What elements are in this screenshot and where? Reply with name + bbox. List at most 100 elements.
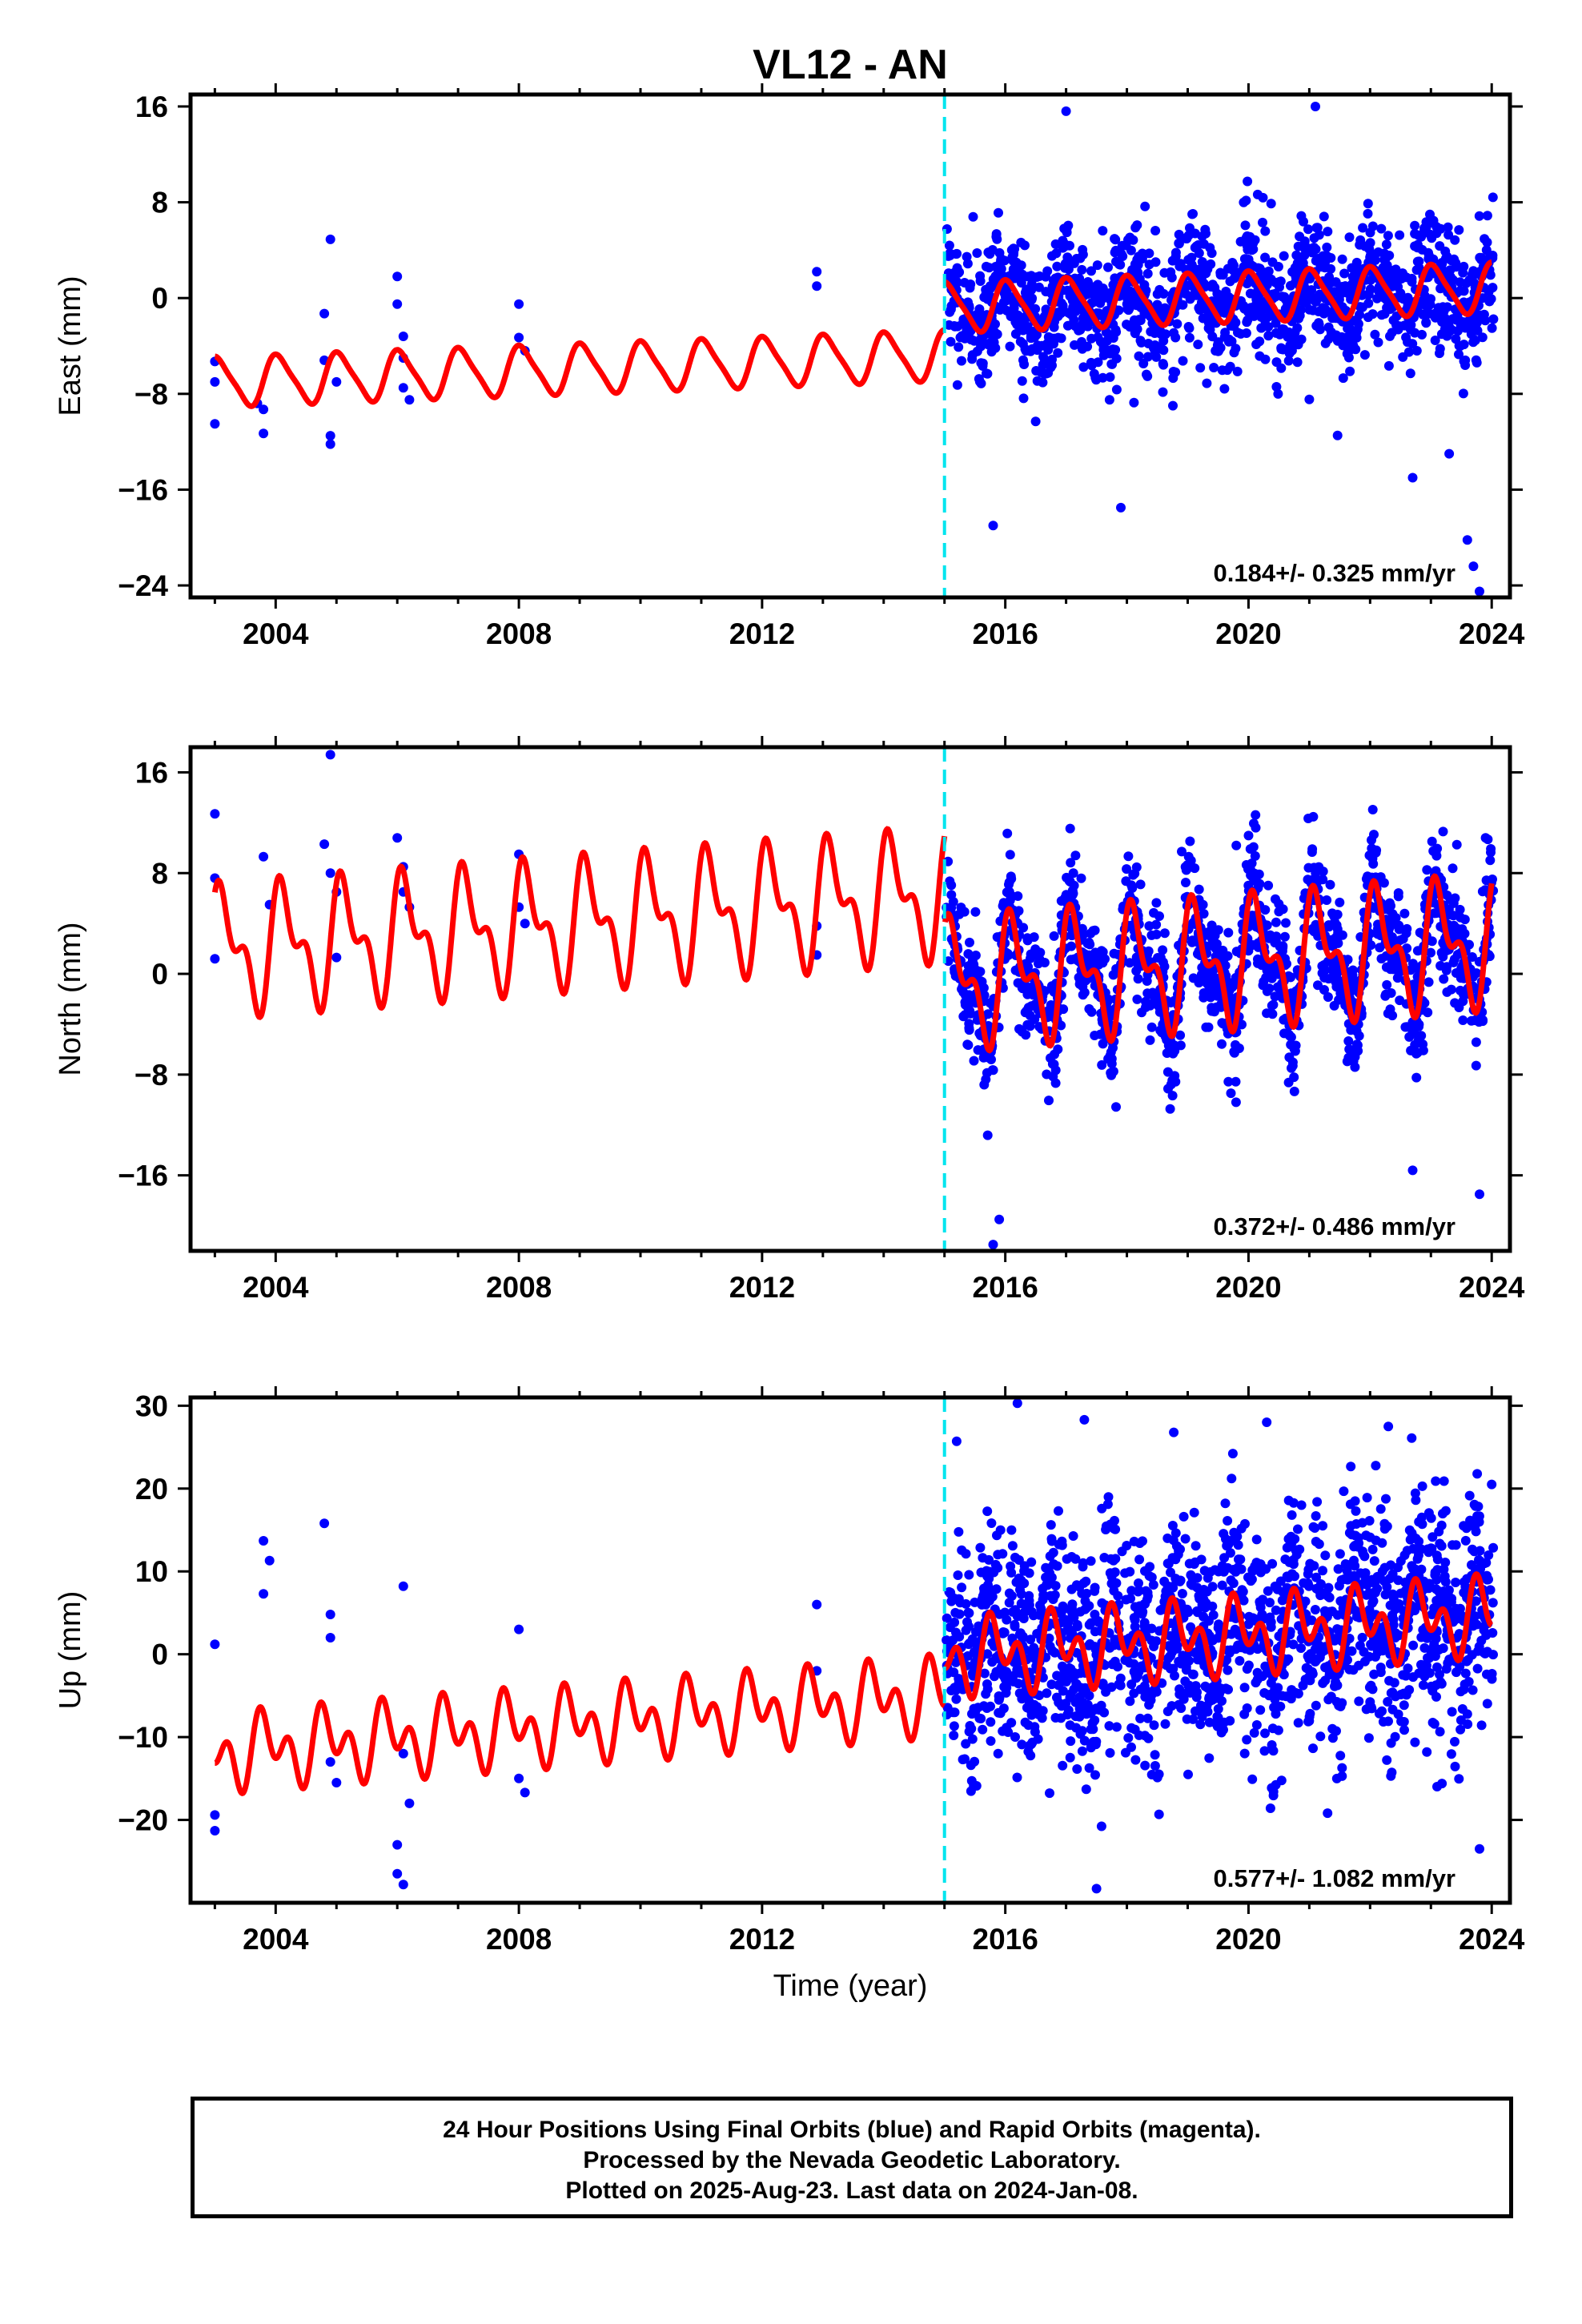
east-data-point [1030, 416, 1041, 427]
up-data-point [1439, 1564, 1449, 1574]
up-data-point [404, 1798, 415, 1808]
up-data-point [1391, 1604, 1400, 1614]
east-data-point [1298, 258, 1308, 268]
up-data-point [951, 1694, 962, 1704]
east-data-point [1372, 293, 1382, 304]
up-data-point [1249, 1727, 1259, 1738]
east-data-point [1293, 312, 1303, 322]
north-data-point [1108, 1043, 1118, 1053]
east-data-point [1488, 192, 1498, 203]
up-data-point [1187, 1580, 1198, 1590]
east-data-point [210, 376, 220, 387]
up-data-point [1054, 1697, 1064, 1707]
north-data-point [1423, 977, 1434, 987]
east-data-point [325, 234, 335, 244]
east-data-point [1287, 332, 1298, 342]
up-data-point [1044, 1633, 1054, 1643]
up-data-point [1176, 1703, 1186, 1713]
up-data-point [1155, 1605, 1166, 1615]
east-data-point [1275, 276, 1285, 287]
east-data-point [1082, 321, 1093, 332]
east-data-point [982, 294, 993, 304]
up-data-point [1450, 1761, 1460, 1771]
up-data-point [1064, 1626, 1074, 1636]
east-data-point [1032, 376, 1042, 386]
east-data-point [1212, 288, 1223, 299]
east-data-point [1344, 345, 1355, 356]
east-data-point [996, 255, 1006, 265]
north-data-point [1284, 1031, 1295, 1041]
up-data-point [1038, 1590, 1049, 1600]
east-data-point [1183, 255, 1194, 265]
up-data-point [1293, 1718, 1303, 1728]
east-data-point [1284, 348, 1295, 359]
east-data-point [1209, 363, 1219, 372]
up-data-point [1312, 1497, 1323, 1507]
east-data-point [1231, 344, 1241, 354]
up-data-point [1150, 1750, 1160, 1760]
up-data-point [1429, 1639, 1439, 1650]
east-data-point [1020, 287, 1030, 298]
north-data-point [1402, 943, 1412, 954]
north-data-point [1387, 932, 1397, 942]
north-data-point [1427, 836, 1437, 846]
east-data-point [1199, 239, 1209, 249]
up-data-point [1432, 1662, 1442, 1672]
up-data-point [1165, 1651, 1175, 1662]
north-data-point [1111, 1102, 1121, 1112]
east-data-point [812, 281, 822, 292]
up-data-point [1191, 1541, 1201, 1551]
east-data-point [1388, 316, 1399, 325]
up-data-point [398, 1880, 408, 1890]
north-data-point [1226, 1088, 1236, 1099]
up-data-point [1130, 1602, 1140, 1612]
north-data-point [1439, 974, 1449, 984]
up-data-point [1010, 1732, 1020, 1742]
north-data-point [1330, 917, 1340, 927]
east-data-point [1093, 357, 1103, 368]
east-data-point [1363, 298, 1374, 308]
up-data-point [986, 1736, 996, 1746]
up-data-point [1142, 1591, 1153, 1601]
up-data-point [1484, 1550, 1494, 1560]
up-data-point [1298, 1680, 1308, 1691]
up-data-point [1204, 1753, 1215, 1763]
up-data-point [1422, 1747, 1432, 1757]
up-data-point [1320, 1550, 1331, 1561]
up-data-point [1140, 1598, 1150, 1609]
east-data-point [1194, 248, 1204, 259]
up-data-point [1199, 1600, 1209, 1610]
up-data-point [1434, 1526, 1444, 1537]
up-data-point [1411, 1495, 1421, 1506]
up-data-point [1347, 1559, 1358, 1570]
up-data-point [1243, 1660, 1254, 1671]
north-data-point [1022, 1006, 1032, 1016]
up-data-point [1251, 1534, 1262, 1545]
up-data-point [1476, 1720, 1487, 1731]
north-data-point [1268, 999, 1279, 1010]
east-data-point [1273, 388, 1283, 399]
up-data-point [1099, 1553, 1110, 1562]
up-data-point [1166, 1663, 1175, 1674]
east-data-point [1322, 242, 1332, 252]
up-data-point [1464, 1490, 1475, 1501]
up-data-point [1203, 1616, 1214, 1626]
up-data-point [1318, 1521, 1328, 1531]
up-data-point [1401, 1690, 1411, 1700]
east-data-point [1395, 230, 1405, 240]
up-data-point [1066, 1736, 1076, 1747]
east-data-point [1221, 287, 1231, 296]
east-data-point [1151, 352, 1162, 362]
east-data-point [1293, 241, 1303, 251]
east-data-point [1419, 225, 1430, 235]
east-data-point [1263, 331, 1274, 341]
up-data-point [1097, 1503, 1107, 1514]
up-data-point [1456, 1687, 1466, 1697]
north-data-point [992, 932, 1002, 943]
east-data-point [991, 231, 1002, 242]
up-data-point [1123, 1733, 1134, 1743]
up-data-point [1387, 1687, 1398, 1698]
north-data-point [1162, 1048, 1172, 1058]
north-data-point [1307, 844, 1318, 854]
up-data-point [982, 1649, 993, 1659]
